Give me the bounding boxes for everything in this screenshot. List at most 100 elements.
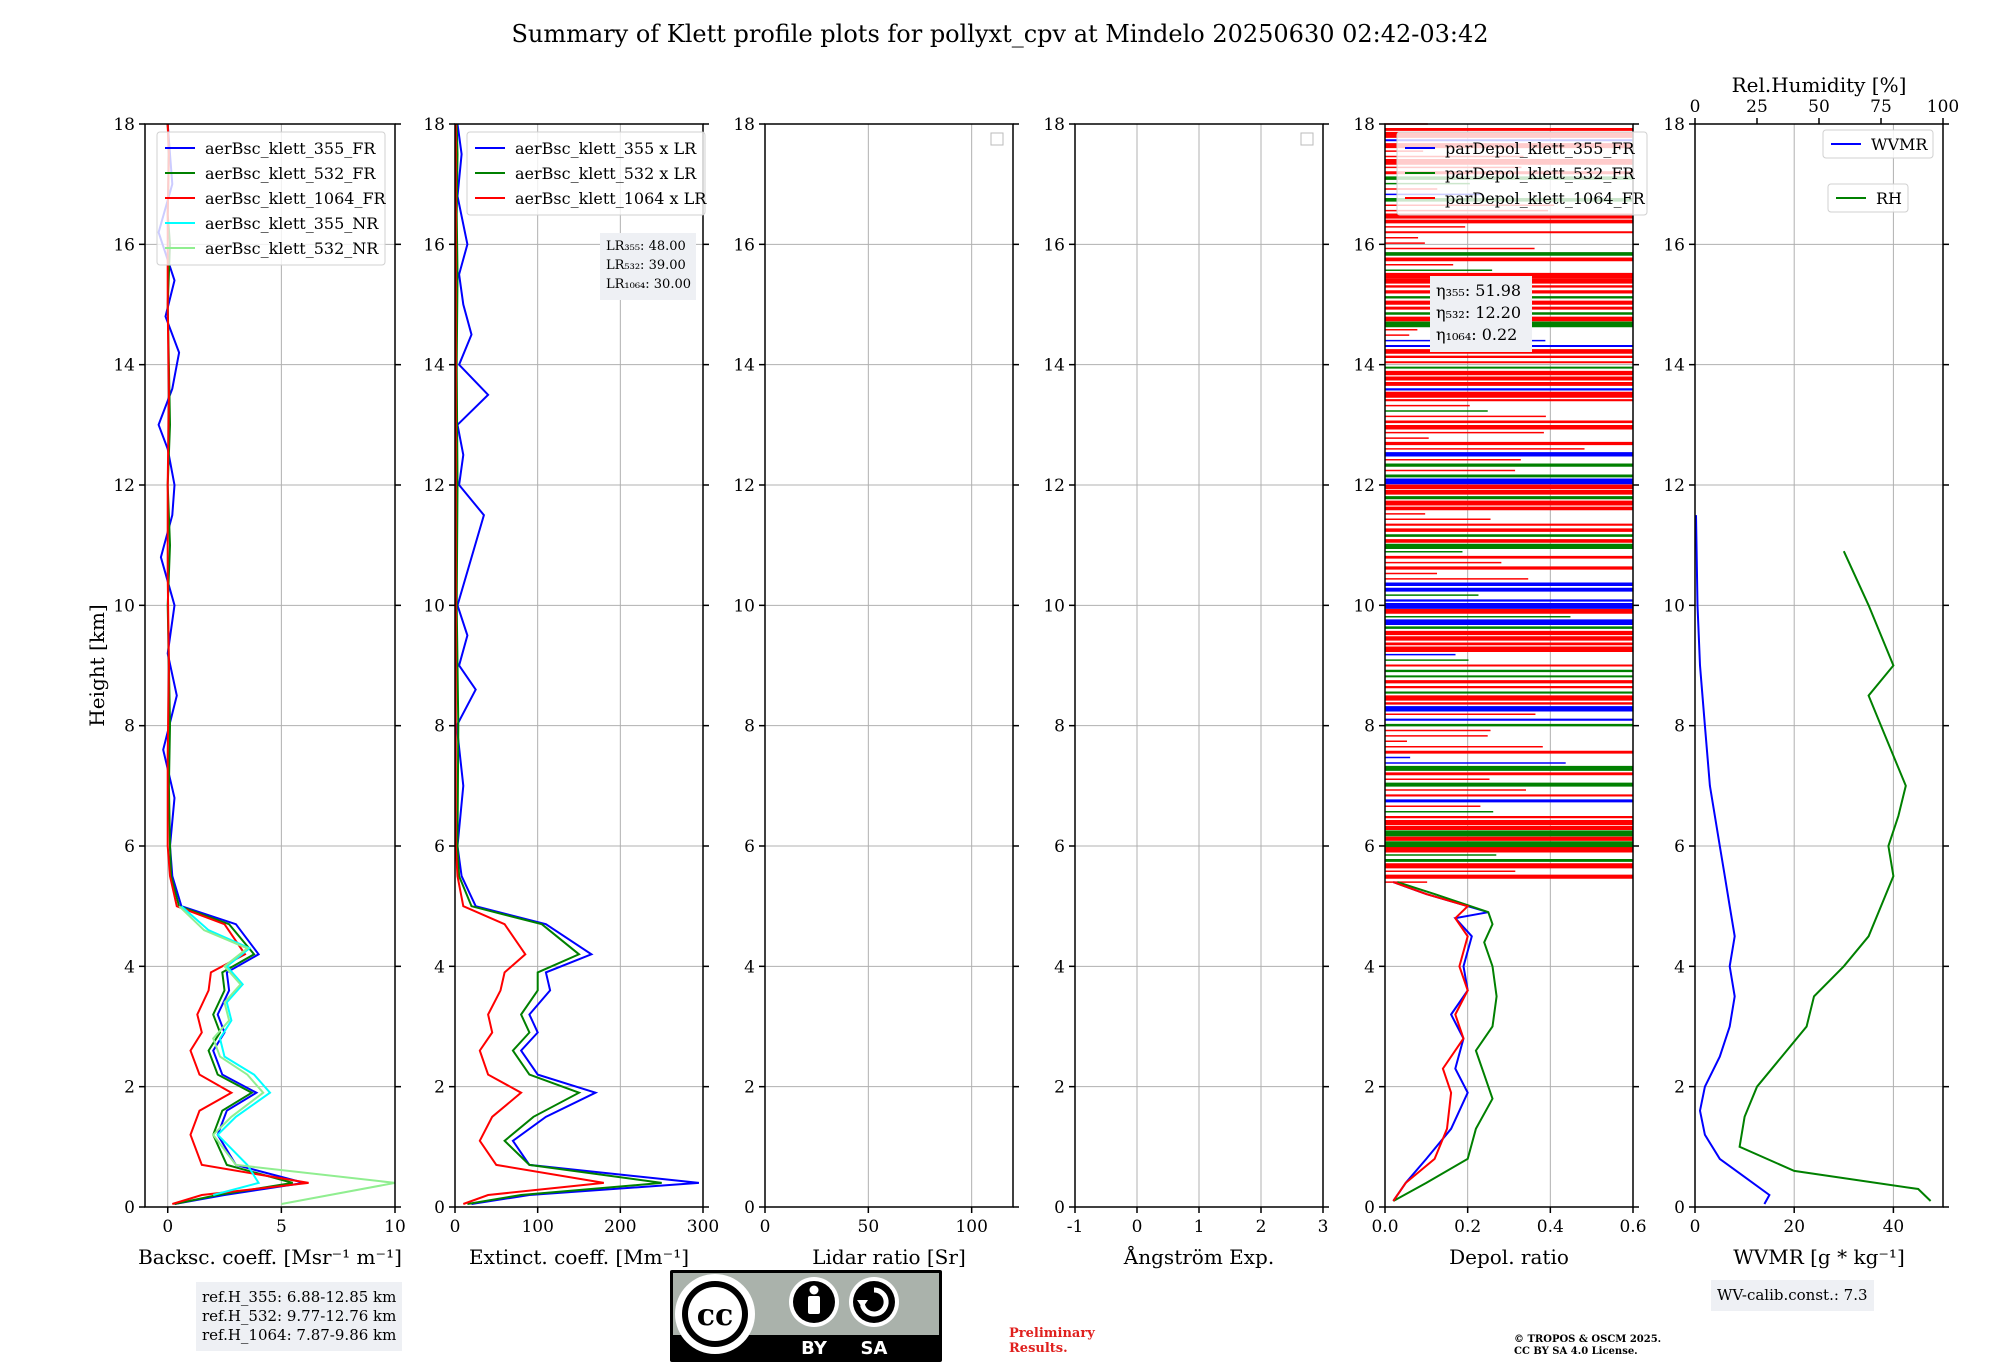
dep-xtick-label: 0.6: [1619, 1217, 1646, 1237]
lr-ytick-label: 2: [744, 1078, 755, 1098]
ang-ytick-label: 6: [1054, 837, 1065, 857]
bsc-ytick-label: 4: [124, 957, 135, 977]
bsc-legend-label-aerBsc_klett_355_FR: aerBsc_klett_355_FR: [205, 139, 376, 158]
ang-xtick-label: 0: [1132, 1217, 1143, 1237]
cc-license-badge: cc BY SA: [670, 1270, 942, 1362]
lr-ytick-label: 4: [744, 957, 755, 977]
ang-ytick-label: 16: [1043, 235, 1065, 255]
ref-height-532: ref.H_532: 9.77-12.76 km: [202, 1307, 397, 1325]
lr-ytick-label: 14: [733, 356, 755, 376]
bsc-legend-box: [156, 131, 386, 266]
ang-ytick-label: 4: [1054, 957, 1065, 977]
bsc-ytick-label: 0: [124, 1198, 135, 1218]
ext-ytick-label: 2: [434, 1078, 445, 1098]
cc-circle-inner: [688, 1287, 742, 1341]
wv-frame: [1694, 123, 1944, 1208]
bsc-xtick-label: 5: [276, 1217, 287, 1237]
ang-xtick-label: 3: [1318, 1217, 1329, 1237]
bsc-legend-label-aerBsc_klett_355_NR: aerBsc_klett_355_NR: [205, 214, 379, 233]
lr-ytick-label: 10: [733, 596, 755, 616]
ext-frame: [454, 123, 704, 1208]
ext-xtick-label: 0: [450, 1217, 461, 1237]
ang-empty-legend: [1300, 132, 1314, 146]
lr-xlabel: Lidar ratio [Sr]: [812, 1245, 966, 1269]
wv-ytick-label: 16: [1663, 235, 1685, 255]
bsc-series-aerBsc_klett_532_NR: [178, 905, 396, 1205]
dep-ytick-label: 0: [1364, 1198, 1375, 1218]
dep-frame: [1384, 123, 1634, 1208]
wv-ytick-label: 0: [1674, 1198, 1685, 1218]
dep-series-parDepol_klett_355_FR: [1392, 881, 1489, 1202]
wv-toptick-label: 50: [1808, 97, 1830, 117]
wv-ytick-label: 14: [1663, 356, 1685, 376]
wv-ytick-label: 4: [1674, 957, 1685, 977]
wv-ytick-label: 10: [1663, 596, 1685, 616]
preliminary-note: Preliminary Results.: [1009, 1326, 1129, 1356]
ext-legend-label-aerBsc_klett_1064 x LR: aerBsc_klett_1064 x LR: [515, 189, 707, 208]
ang-ytick-label: 14: [1043, 356, 1065, 376]
wv-xtick-label: 20: [1783, 1217, 1805, 1237]
bsc-xtick-label: 0: [162, 1217, 173, 1237]
bsc-series-aerBsc_klett_1064_FR: [166, 123, 309, 1205]
ext-annotation-box: [600, 233, 696, 300]
ang-ytick-label: 8: [1054, 717, 1065, 737]
ref-height-1064: ref.H_1064: 7.87-9.86 km: [202, 1326, 397, 1344]
ang-ytick-label: 2: [1054, 1078, 1065, 1098]
lr-ytick-label: 12: [733, 476, 755, 496]
dep-xtick-label: 0.4: [1537, 1217, 1564, 1237]
dep-xlabel: Depol. ratio: [1449, 1245, 1569, 1269]
ext-series-aerBsc_klett_532 x LR: [455, 123, 662, 1205]
dep-annotation-line-1: η₅₃₂: 12.20: [1436, 303, 1521, 322]
sa-label: SA: [861, 1338, 888, 1359]
dep-series-parDepol_klett_532_FR: [1392, 881, 1498, 1202]
ext-legend-label-aerBsc_klett_532 x LR: aerBsc_klett_532 x LR: [515, 164, 697, 183]
dep-ytick-label: 18: [1353, 115, 1375, 135]
ext-ytick-label: 12: [423, 476, 445, 496]
lr-ytick-label: 6: [744, 837, 755, 857]
preliminary-line-1: Preliminary: [1009, 1326, 1095, 1341]
wv-legend-label-RH: RH: [1876, 189, 1902, 208]
preliminary-line-2: Results.: [1009, 1341, 1068, 1356]
wv-series-WVMR: [1695, 515, 1771, 1205]
ext-ytick-label: 10: [423, 596, 445, 616]
ang-xtick-label: -1: [1067, 1217, 1084, 1237]
bsc-ytick-label: 8: [124, 717, 135, 737]
wv-legend-label-WVMR: WVMR: [1871, 135, 1928, 154]
dep-ytick-label: 6: [1364, 837, 1375, 857]
ext-series-aerBsc_klett_1064 x LR: [454, 124, 604, 1205]
dep-ytick-label: 12: [1353, 476, 1375, 496]
wv-top-axis-label: Rel.Humidity [%]: [1732, 73, 1907, 97]
wv-legend-box-1: [1827, 183, 1909, 213]
ref-height-box: ref.H_355: 6.88-12.85 km ref.H_532: 9.77…: [196, 1282, 403, 1351]
lr-empty-legend: [990, 132, 1004, 146]
ext-xtick-label: 200: [604, 1217, 636, 1237]
ext-ytick-label: 0: [434, 1198, 445, 1218]
wv-xtick-label: 40: [1883, 1217, 1905, 1237]
bsc-ytick-label: 18: [113, 115, 135, 135]
bsc-ytick-label: 14: [113, 356, 135, 376]
ext-annotation-line-0: LR₃₅₅: 48.00: [606, 239, 686, 254]
wv-ytick-label: 6: [1674, 837, 1685, 857]
ext-ytick-label: 16: [423, 235, 445, 255]
ang-xtick-label: 2: [1256, 1217, 1267, 1237]
ext-legend-box: [466, 131, 706, 216]
dep-ytick-label: 8: [1364, 717, 1375, 737]
ext-legend-label-aerBsc_klett_355 x LR: aerBsc_klett_355 x LR: [515, 139, 697, 158]
ext-ytick-label: 18: [423, 115, 445, 135]
ang-xtick-label: 1: [1194, 1217, 1205, 1237]
dep-ytick-label: 14: [1353, 356, 1375, 376]
wv-ytick-label: 18: [1663, 115, 1685, 135]
dep-ytick-label: 4: [1364, 957, 1375, 977]
dep-ytick-label: 2: [1364, 1078, 1375, 1098]
dep-legend-label-parDepol_klett_355_FR: parDepol_klett_355_FR: [1445, 139, 1636, 158]
copyright-note: © TROPOS & OSCM 2025. CC BY SA 4.0 Licen…: [1514, 1334, 1734, 1358]
wv-series-RH: [1738, 550, 1932, 1202]
wv-toptick-label: 0: [1690, 97, 1701, 117]
dep-xtick-label: 0.0: [1371, 1217, 1398, 1237]
bsc-series-aerBsc_klett_532_FR: [166, 123, 293, 1205]
ext-xtick-label: 300: [687, 1217, 719, 1237]
bsc-ytick-label: 10: [113, 596, 135, 616]
ext-ytick-label: 8: [434, 717, 445, 737]
wv-toptick-label: 25: [1746, 97, 1768, 117]
